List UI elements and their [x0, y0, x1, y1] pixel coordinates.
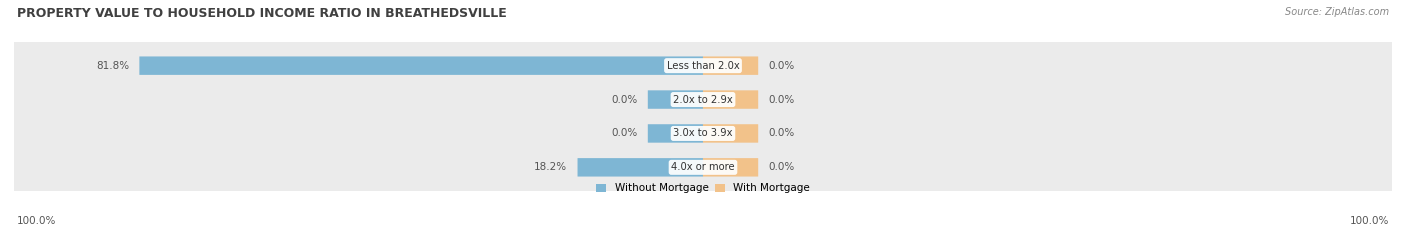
FancyBboxPatch shape — [11, 37, 1395, 94]
Text: 100.0%: 100.0% — [17, 216, 56, 226]
FancyBboxPatch shape — [139, 56, 703, 75]
FancyBboxPatch shape — [703, 158, 758, 177]
FancyBboxPatch shape — [703, 90, 758, 109]
Text: 2.0x to 2.9x: 2.0x to 2.9x — [673, 95, 733, 105]
Text: 0.0%: 0.0% — [769, 61, 794, 71]
Text: Source: ZipAtlas.com: Source: ZipAtlas.com — [1285, 7, 1389, 17]
Text: 4.0x or more: 4.0x or more — [671, 162, 735, 172]
FancyBboxPatch shape — [578, 158, 703, 177]
FancyBboxPatch shape — [11, 139, 1395, 196]
FancyBboxPatch shape — [11, 71, 1395, 128]
Text: 0.0%: 0.0% — [769, 162, 794, 172]
Text: 81.8%: 81.8% — [96, 61, 129, 71]
FancyBboxPatch shape — [703, 56, 758, 75]
Text: 0.0%: 0.0% — [769, 128, 794, 138]
Text: PROPERTY VALUE TO HOUSEHOLD INCOME RATIO IN BREATHEDSVILLE: PROPERTY VALUE TO HOUSEHOLD INCOME RATIO… — [17, 7, 506, 20]
Text: 100.0%: 100.0% — [1350, 216, 1389, 226]
FancyBboxPatch shape — [703, 124, 758, 143]
FancyBboxPatch shape — [11, 105, 1395, 162]
Text: 0.0%: 0.0% — [612, 128, 637, 138]
Legend: Without Mortgage, With Mortgage: Without Mortgage, With Mortgage — [596, 183, 810, 193]
Text: 0.0%: 0.0% — [769, 95, 794, 105]
Text: 3.0x to 3.9x: 3.0x to 3.9x — [673, 128, 733, 138]
FancyBboxPatch shape — [648, 124, 703, 143]
Text: Less than 2.0x: Less than 2.0x — [666, 61, 740, 71]
Text: 18.2%: 18.2% — [534, 162, 567, 172]
FancyBboxPatch shape — [648, 90, 703, 109]
Text: 0.0%: 0.0% — [612, 95, 637, 105]
